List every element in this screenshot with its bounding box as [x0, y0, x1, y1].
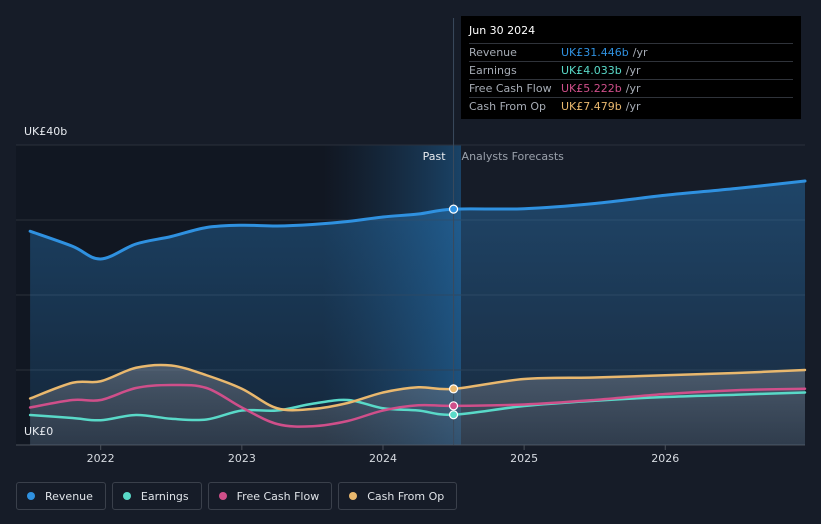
tooltip-row-free-cash-flow: Free Cash Flow UK£5.222b /yr: [469, 79, 793, 97]
tooltip-value: UK£7.479b: [561, 100, 622, 113]
x-axis-ticks: 2022 2023 2024 2025 2026: [87, 445, 679, 465]
marker-earnings: [448, 410, 459, 420]
tooltip-unit: /yr: [632, 46, 648, 59]
marker-revenue: [448, 204, 459, 214]
tooltip-value: UK£4.033b: [561, 64, 622, 77]
x-tick-label: 2024: [369, 452, 397, 465]
legend-item-cash-from-op[interactable]: Cash From Op: [338, 482, 458, 510]
tooltip-row-revenue: Revenue UK£31.446b /yr: [469, 43, 793, 61]
series-line-revenue: [28, 179, 807, 261]
tooltip-value: UK£31.446b: [561, 46, 629, 59]
tooltip-row-earnings: Earnings UK£4.033b /yr: [469, 61, 793, 79]
tooltip-name: Cash From Op: [469, 100, 547, 113]
chart-legend: Revenue Earnings Free Cash Flow Cash Fro…: [16, 482, 458, 510]
tooltip-row-cash-from-op: Cash From Op UK£7.479b /yr: [469, 97, 793, 115]
tooltip-unit: /yr: [625, 64, 641, 77]
tooltip-name: Revenue: [469, 46, 517, 59]
x-tick-label: 2025: [510, 452, 538, 465]
legend-item-free-cash-flow[interactable]: Free Cash Flow: [207, 482, 333, 510]
series-line-free-cash-flow: [28, 383, 807, 428]
tooltip-value: UK£5.222b: [561, 82, 622, 95]
legend-label: Earnings: [140, 489, 189, 503]
forecast-label: Analysts Forecasts: [462, 150, 565, 163]
legend-dot-icon: [218, 492, 227, 500]
series-line-earnings: [28, 391, 807, 422]
y-axis-top-label: UK£40b: [24, 125, 68, 138]
legend-item-revenue[interactable]: Revenue: [16, 482, 106, 510]
legend-dot-icon: [27, 492, 35, 500]
legend-label: Revenue: [45, 489, 93, 503]
tooltip-date: Jun 30 2024: [469, 24, 536, 37]
legend-item-earnings[interactable]: Earnings: [111, 482, 202, 510]
tooltip-unit: /yr: [625, 100, 641, 113]
legend-dot-icon: [122, 492, 131, 500]
data-tooltip: Jun 30 2024 Revenue UK£31.446b /yr Earni…: [461, 16, 801, 119]
series-lines: [28, 179, 807, 428]
tooltip-unit: /yr: [625, 82, 641, 95]
tooltip-name: Free Cash Flow: [469, 82, 552, 95]
series-line-cash-from-op: [28, 363, 807, 412]
x-tick-label: 2022: [87, 452, 115, 465]
legend-dot-icon: [349, 492, 358, 500]
legend-label: Cash From Op: [367, 489, 445, 503]
x-tick-label: 2023: [228, 452, 256, 465]
y-axis-bottom-label: UK£0: [24, 425, 54, 438]
past-label: Past: [423, 150, 447, 163]
legend-label: Free Cash Flow: [236, 489, 320, 503]
marker-free-cash-flow: [448, 401, 459, 411]
tooltip-name: Earnings: [469, 64, 517, 77]
marker-cash-from-op: [448, 384, 459, 394]
x-tick-label: 2026: [651, 452, 679, 465]
tooltip-markers: [448, 204, 459, 420]
